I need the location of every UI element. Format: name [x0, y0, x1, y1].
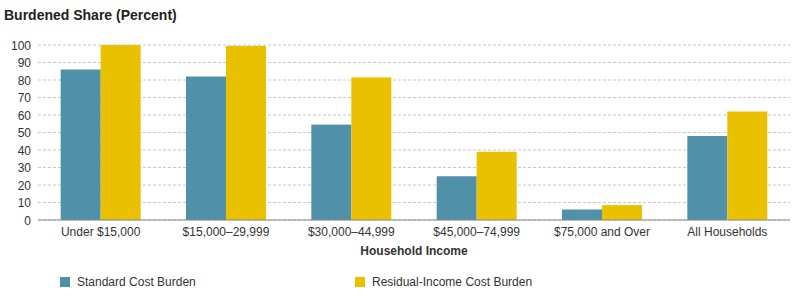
title: Burdened Share (Percent) [4, 7, 177, 23]
bar [562, 210, 602, 221]
grid-line [38, 97, 790, 98]
bar [477, 152, 517, 220]
grid-line [38, 80, 790, 81]
x-tick-label: Under $15,000 [61, 225, 141, 239]
x-axis-title: Household Income [360, 244, 468, 258]
x-tick-label: $75,000 and Over [554, 225, 650, 239]
x-tick-label: $30,000–44,999 [308, 225, 395, 239]
bar [61, 70, 101, 221]
legend-swatch [60, 277, 70, 287]
y-tick-label: 40 [18, 144, 32, 158]
grid-line [38, 62, 790, 63]
grid [38, 45, 790, 220]
grid-line [38, 220, 790, 221]
y-tick-label: 30 [18, 161, 32, 175]
x-tick-label: All Households [687, 225, 767, 239]
x-tick-label: $45,000–74,999 [433, 225, 520, 239]
y-tick-label: 50 [18, 126, 32, 140]
bar [186, 77, 226, 221]
y-tick-label: 80 [18, 74, 32, 88]
grid-line [38, 115, 790, 116]
bars [61, 45, 768, 220]
legend-swatch [355, 277, 365, 287]
legend: Standard Cost Burden Residual-Income Cost… [60, 275, 532, 289]
legend-label: Standard Cost Burden [77, 275, 196, 289]
x-tick-label: $15,000–29,999 [183, 225, 270, 239]
bar [311, 125, 351, 220]
y-tick-label: 0 [24, 214, 31, 228]
grid-line [38, 185, 790, 186]
bar [727, 112, 767, 221]
grid-line [38, 132, 790, 133]
y-tick-label: 70 [18, 91, 32, 105]
y-tick-label: 100 [11, 39, 31, 53]
y-tick-label: 20 [18, 179, 32, 193]
bar [687, 136, 727, 220]
grid-line [38, 45, 790, 46]
bar [437, 176, 477, 220]
grid-line [38, 167, 790, 168]
y-tick-label: 10 [18, 196, 32, 210]
grid-line [38, 150, 790, 151]
bar [226, 46, 266, 220]
legend-label: Residual-Income Cost Burden [372, 275, 532, 289]
bar [101, 45, 141, 220]
chart: Burdened Share (Percent) 0 10 20 30 40 50 60 70 8… [0, 0, 800, 305]
y-tick-label: 90 [18, 56, 32, 70]
y-tick-label: 60 [18, 109, 32, 123]
grid-line [38, 202, 790, 203]
x-axis-line [38, 220, 790, 221]
bar [602, 205, 642, 220]
bar [351, 77, 391, 220]
